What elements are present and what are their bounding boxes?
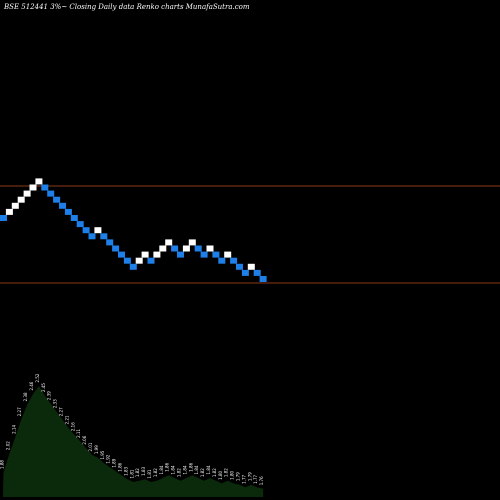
renko-brick-up bbox=[11, 202, 19, 209]
renko-brick-down bbox=[88, 233, 96, 240]
volume-data-label: 2.46 bbox=[29, 381, 34, 390]
volume-data-label: 1.77 bbox=[253, 474, 258, 483]
renko-brick-up bbox=[94, 227, 102, 234]
renko-brick-down bbox=[47, 190, 55, 197]
volume-data-label: 1.81 bbox=[129, 469, 134, 478]
renko-brick-down bbox=[123, 257, 131, 264]
renko-brick-down bbox=[236, 263, 243, 270]
volume-data-label: 1.86 bbox=[118, 462, 123, 471]
volume-data-label: 1.92 bbox=[106, 454, 111, 463]
volume-data-label: 2.16 bbox=[70, 422, 75, 431]
renko-brick-up bbox=[17, 196, 25, 203]
volume-data-label: 2.27 bbox=[17, 407, 22, 416]
renko-brick-up bbox=[188, 239, 196, 246]
renko-brick-down bbox=[59, 202, 66, 209]
volume-data-label: 1.88 bbox=[0, 460, 5, 469]
volume-data-label: 1.95 bbox=[100, 450, 105, 459]
volume-data-label: 2.45 bbox=[41, 383, 46, 392]
volume-data-label: 1.84 bbox=[171, 465, 176, 474]
renko-brick-up bbox=[165, 239, 173, 246]
volume-data-label: 1.84 bbox=[159, 465, 164, 474]
volume-data-label: 1.86 bbox=[165, 462, 170, 471]
renko-brick-down bbox=[64, 208, 72, 215]
volume-data-label: 1.84 bbox=[194, 465, 199, 474]
renko-brick-down bbox=[53, 196, 61, 203]
renko-brick-down bbox=[259, 276, 267, 282]
volume-data-label: 1.89 bbox=[112, 458, 117, 467]
renko-brick-up bbox=[206, 245, 214, 252]
renko-brick-down bbox=[212, 251, 220, 258]
volume-data-label: 1.86 bbox=[188, 462, 193, 471]
renko-brick-up bbox=[23, 190, 31, 197]
reference-lines bbox=[0, 185, 500, 284]
renko-brick-down bbox=[253, 269, 261, 276]
volume-data-label: 1.82 bbox=[135, 468, 140, 477]
renko-brick-down bbox=[76, 221, 84, 228]
renko-brick-up bbox=[159, 245, 167, 252]
renko-brick-up bbox=[29, 184, 37, 191]
renko-brick-down bbox=[106, 239, 114, 246]
renko-brick-up bbox=[247, 263, 255, 270]
renko-brick-down bbox=[70, 215, 78, 221]
renko-bricks bbox=[0, 178, 267, 282]
renko-brick-down bbox=[194, 245, 202, 252]
renko-brick-up bbox=[224, 251, 232, 258]
renko-brick-down bbox=[100, 233, 108, 240]
volume-data-label: 1.99 bbox=[94, 445, 99, 454]
volume-area-fill bbox=[3, 386, 264, 497]
volume-labels: 1.88 2.02 2.14 2.27 2.382.462.522.452.392.33… bbox=[0, 373, 264, 485]
volume-data-label: 2.11 bbox=[76, 428, 81, 437]
renko-brick-up bbox=[153, 251, 161, 258]
volume-data-label: 2.02 bbox=[5, 441, 10, 450]
renko-brick-down bbox=[200, 251, 208, 258]
volume-data-label: 1.82 bbox=[177, 468, 182, 477]
renko-brick-down bbox=[112, 245, 120, 252]
volume-data-label: 2.27 bbox=[59, 407, 64, 416]
renko-brick-down bbox=[129, 263, 137, 270]
renko-brick-down bbox=[177, 251, 184, 258]
renko-brick-down bbox=[147, 257, 155, 264]
volume-data-label: 1.83 bbox=[123, 466, 128, 475]
volume-data-label: 1.77 bbox=[241, 474, 246, 483]
volume-data-label: 1.76 bbox=[259, 476, 264, 485]
renko-brick-down bbox=[0, 215, 7, 221]
renko-brick-down bbox=[171, 245, 179, 252]
volume-data-label: 1.80 bbox=[230, 470, 235, 479]
volume-data-label: 1.79 bbox=[236, 472, 241, 481]
renko-brick-up bbox=[135, 257, 143, 264]
volume-data-label: 1.80 bbox=[218, 470, 223, 479]
volume-data-label: 1.82 bbox=[212, 468, 217, 477]
volume-data-label: 2.21 bbox=[64, 415, 69, 424]
renko-brick-down bbox=[41, 184, 49, 191]
renko-brick-down bbox=[218, 257, 226, 264]
renko-brick-down bbox=[230, 257, 238, 264]
volume-data-label: 1.81 bbox=[147, 469, 152, 478]
volume-data-label: 2.52 bbox=[35, 373, 40, 382]
renko-brick-up bbox=[5, 208, 13, 215]
volume-data-label: 1.82 bbox=[200, 468, 205, 477]
volume-data-label: 2.33 bbox=[53, 399, 58, 408]
renko-brick-down bbox=[241, 269, 249, 276]
volume-data-label: 1.82 bbox=[224, 468, 229, 477]
volume-data-label: 2.01 bbox=[88, 442, 93, 451]
chart-title: BSE 512441 3%~ Closing Daily data Renko … bbox=[3, 3, 250, 11]
volume-data-label: 2.06 bbox=[82, 435, 87, 444]
volume-data-label: 2.38 bbox=[23, 392, 28, 401]
volume-area bbox=[3, 386, 264, 497]
volume-data-label: 1.84 bbox=[206, 465, 211, 474]
volume-data-label: 1.82 bbox=[153, 468, 158, 477]
renko-brick-down bbox=[82, 227, 90, 234]
renko-brick-up bbox=[141, 251, 149, 258]
renko-brick-down bbox=[118, 251, 125, 258]
volume-data-label: 1.79 bbox=[247, 472, 252, 481]
volume-data-label: 1.83 bbox=[141, 466, 146, 475]
volume-data-label: 2.14 bbox=[11, 424, 16, 433]
renko-brick-up bbox=[182, 245, 190, 252]
volume-data-label: 2.39 bbox=[47, 391, 52, 400]
volume-data-label: 1.84 bbox=[182, 465, 187, 474]
renko-brick-up bbox=[35, 178, 43, 185]
